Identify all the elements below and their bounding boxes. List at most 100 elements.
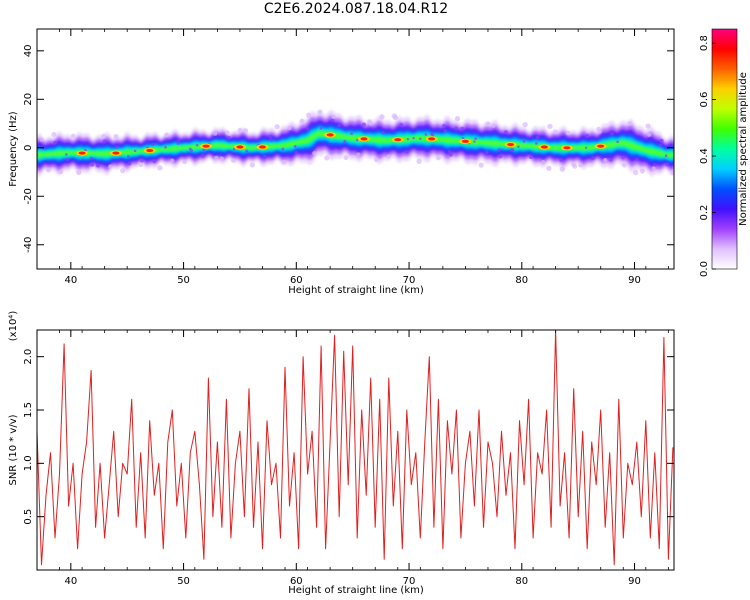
spectral-speckle: [139, 158, 144, 163]
spectral-speckle: [189, 147, 192, 151]
spectral-speckle: [355, 138, 359, 142]
spectral-speckle: [113, 133, 119, 139]
spectral-speckle: [571, 162, 577, 168]
spectral-speckle: [454, 126, 459, 131]
spectral-speckle: [528, 155, 533, 159]
spectral-speckle: [547, 123, 553, 130]
spectral-speckle: [330, 118, 335, 123]
bottom-y-tick-label: 1.0: [23, 455, 34, 471]
hot-spot-core: [461, 139, 469, 143]
spectral-speckle: [540, 160, 546, 165]
spectral-speckle: [237, 127, 243, 133]
spectral-speckle: [324, 155, 330, 161]
spectral-speckle: [294, 150, 299, 155]
hot-spot-core: [202, 144, 210, 148]
spectral-speckle: [287, 125, 292, 131]
spectral-speckle: [200, 153, 205, 158]
spectral-speckle: [670, 170, 674, 176]
snr-panel: 40 50 60 70 80 90 0.5 1.0 1.5 2.0 Height of strai…: [8, 311, 675, 596]
spectral-speckle: [634, 157, 639, 162]
spectral-speckle: [416, 158, 422, 165]
bottom-x-axis-label: Height of straight line (km): [288, 585, 424, 596]
spectral-speckle: [510, 148, 514, 152]
colorbar: 0.0 0.2 0.4 0.6 0.8 Normalized spectral ampl…: [699, 28, 749, 277]
spectral-speckle: [621, 155, 626, 160]
spectral-speckle: [268, 134, 273, 139]
spectral-speckle: [367, 119, 372, 125]
spectral-speckle: [281, 147, 285, 151]
spectral-speckle: [454, 116, 461, 122]
spectral-speckle: [39, 137, 44, 142]
hot-spot-core: [146, 148, 154, 153]
bottom-x-tick-label: 90: [628, 576, 641, 587]
spectral-speckle: [95, 163, 100, 168]
spectral-speckle: [65, 157, 70, 162]
spectral-speckle: [610, 131, 614, 136]
spectral-speckle: [230, 158, 236, 163]
top-x-tick-label: 50: [177, 275, 190, 286]
spectral-speckle: [176, 141, 180, 145]
spectral-speckle: [627, 121, 633, 126]
spectral-speckle: [478, 162, 484, 168]
spectral-speckle: [578, 162, 583, 168]
spectral-speckle: [76, 169, 82, 176]
colorbar-tick-label: 0.6: [699, 92, 710, 108]
spectral-speckle: [152, 158, 157, 164]
spectral-speckle: [45, 167, 51, 173]
spectral-speckle: [386, 154, 391, 159]
top-x-tick-label: 90: [628, 275, 641, 286]
spectral-speckle: [164, 145, 167, 149]
spectral-speckle: [565, 130, 571, 136]
spectral-speckle: [658, 143, 663, 148]
bottom-y-tick-label: 1.5: [23, 402, 34, 418]
spectral-speckle: [535, 141, 538, 145]
bottom-x-tick-label: 40: [64, 576, 77, 587]
spectral-speckle: [603, 157, 608, 163]
spectral-speckle: [331, 114, 336, 120]
bottom-y-tick-label: 0.5: [23, 509, 34, 525]
spectral-speckle: [553, 129, 558, 135]
spectral-speckle: [151, 142, 155, 147]
spectral-speckle: [102, 139, 107, 144]
top-y-tick-label: -20: [23, 188, 34, 204]
spectral-speckle: [373, 157, 379, 163]
spectral-speckle: [596, 126, 601, 132]
y-multiplier-label: (x10⁴): [8, 311, 19, 342]
spectral-speckle: [441, 123, 447, 129]
spectral-band-layer: [37, 126, 674, 162]
spectral-speckle: [491, 123, 496, 128]
top-x-tick-label: 60: [290, 275, 303, 286]
spectral-band-layer: [37, 130, 674, 158]
hot-spot-core: [540, 145, 548, 149]
bottom-x-tick-label: 80: [515, 576, 528, 587]
spectral-speckle: [195, 143, 199, 147]
spectral-speckle: [101, 133, 106, 139]
spectral-speckle: [639, 168, 645, 174]
spectral-speckle: [559, 157, 564, 162]
spectral-speckle: [343, 140, 347, 144]
spectral-speckle: [306, 112, 312, 118]
colorbar-gradient: [711, 28, 738, 270]
spectral-speckle: [138, 162, 144, 168]
spectral-speckle: [305, 126, 310, 131]
spectral-speckle: [317, 109, 323, 115]
spectral-speckle: [245, 149, 249, 153]
spectrogram-panel: 40 50 60 70 80 90 -40 -20 0 20 40 Height of straig…: [8, 28, 675, 296]
hot-spot-core: [78, 151, 86, 155]
spectral-speckle: [616, 140, 619, 144]
spectral-speckle: [319, 126, 323, 130]
spectral-speckle: [665, 162, 670, 167]
spectral-speckle: [424, 132, 428, 136]
spectral-speckle: [546, 165, 552, 171]
spectral-speckle: [299, 118, 305, 124]
spectral-speckle: [157, 165, 163, 171]
spectral-speckle: [535, 135, 540, 140]
hot-spot-core: [428, 137, 436, 141]
spectral-speckle: [474, 137, 477, 141]
spectral-speckle: [406, 137, 410, 141]
spectral-speckle: [262, 154, 267, 159]
spectral-speckle: [517, 145, 520, 148]
spectral-speckle: [226, 135, 231, 140]
spectral-speckle: [645, 123, 651, 129]
spectral-speckle: [430, 132, 434, 136]
